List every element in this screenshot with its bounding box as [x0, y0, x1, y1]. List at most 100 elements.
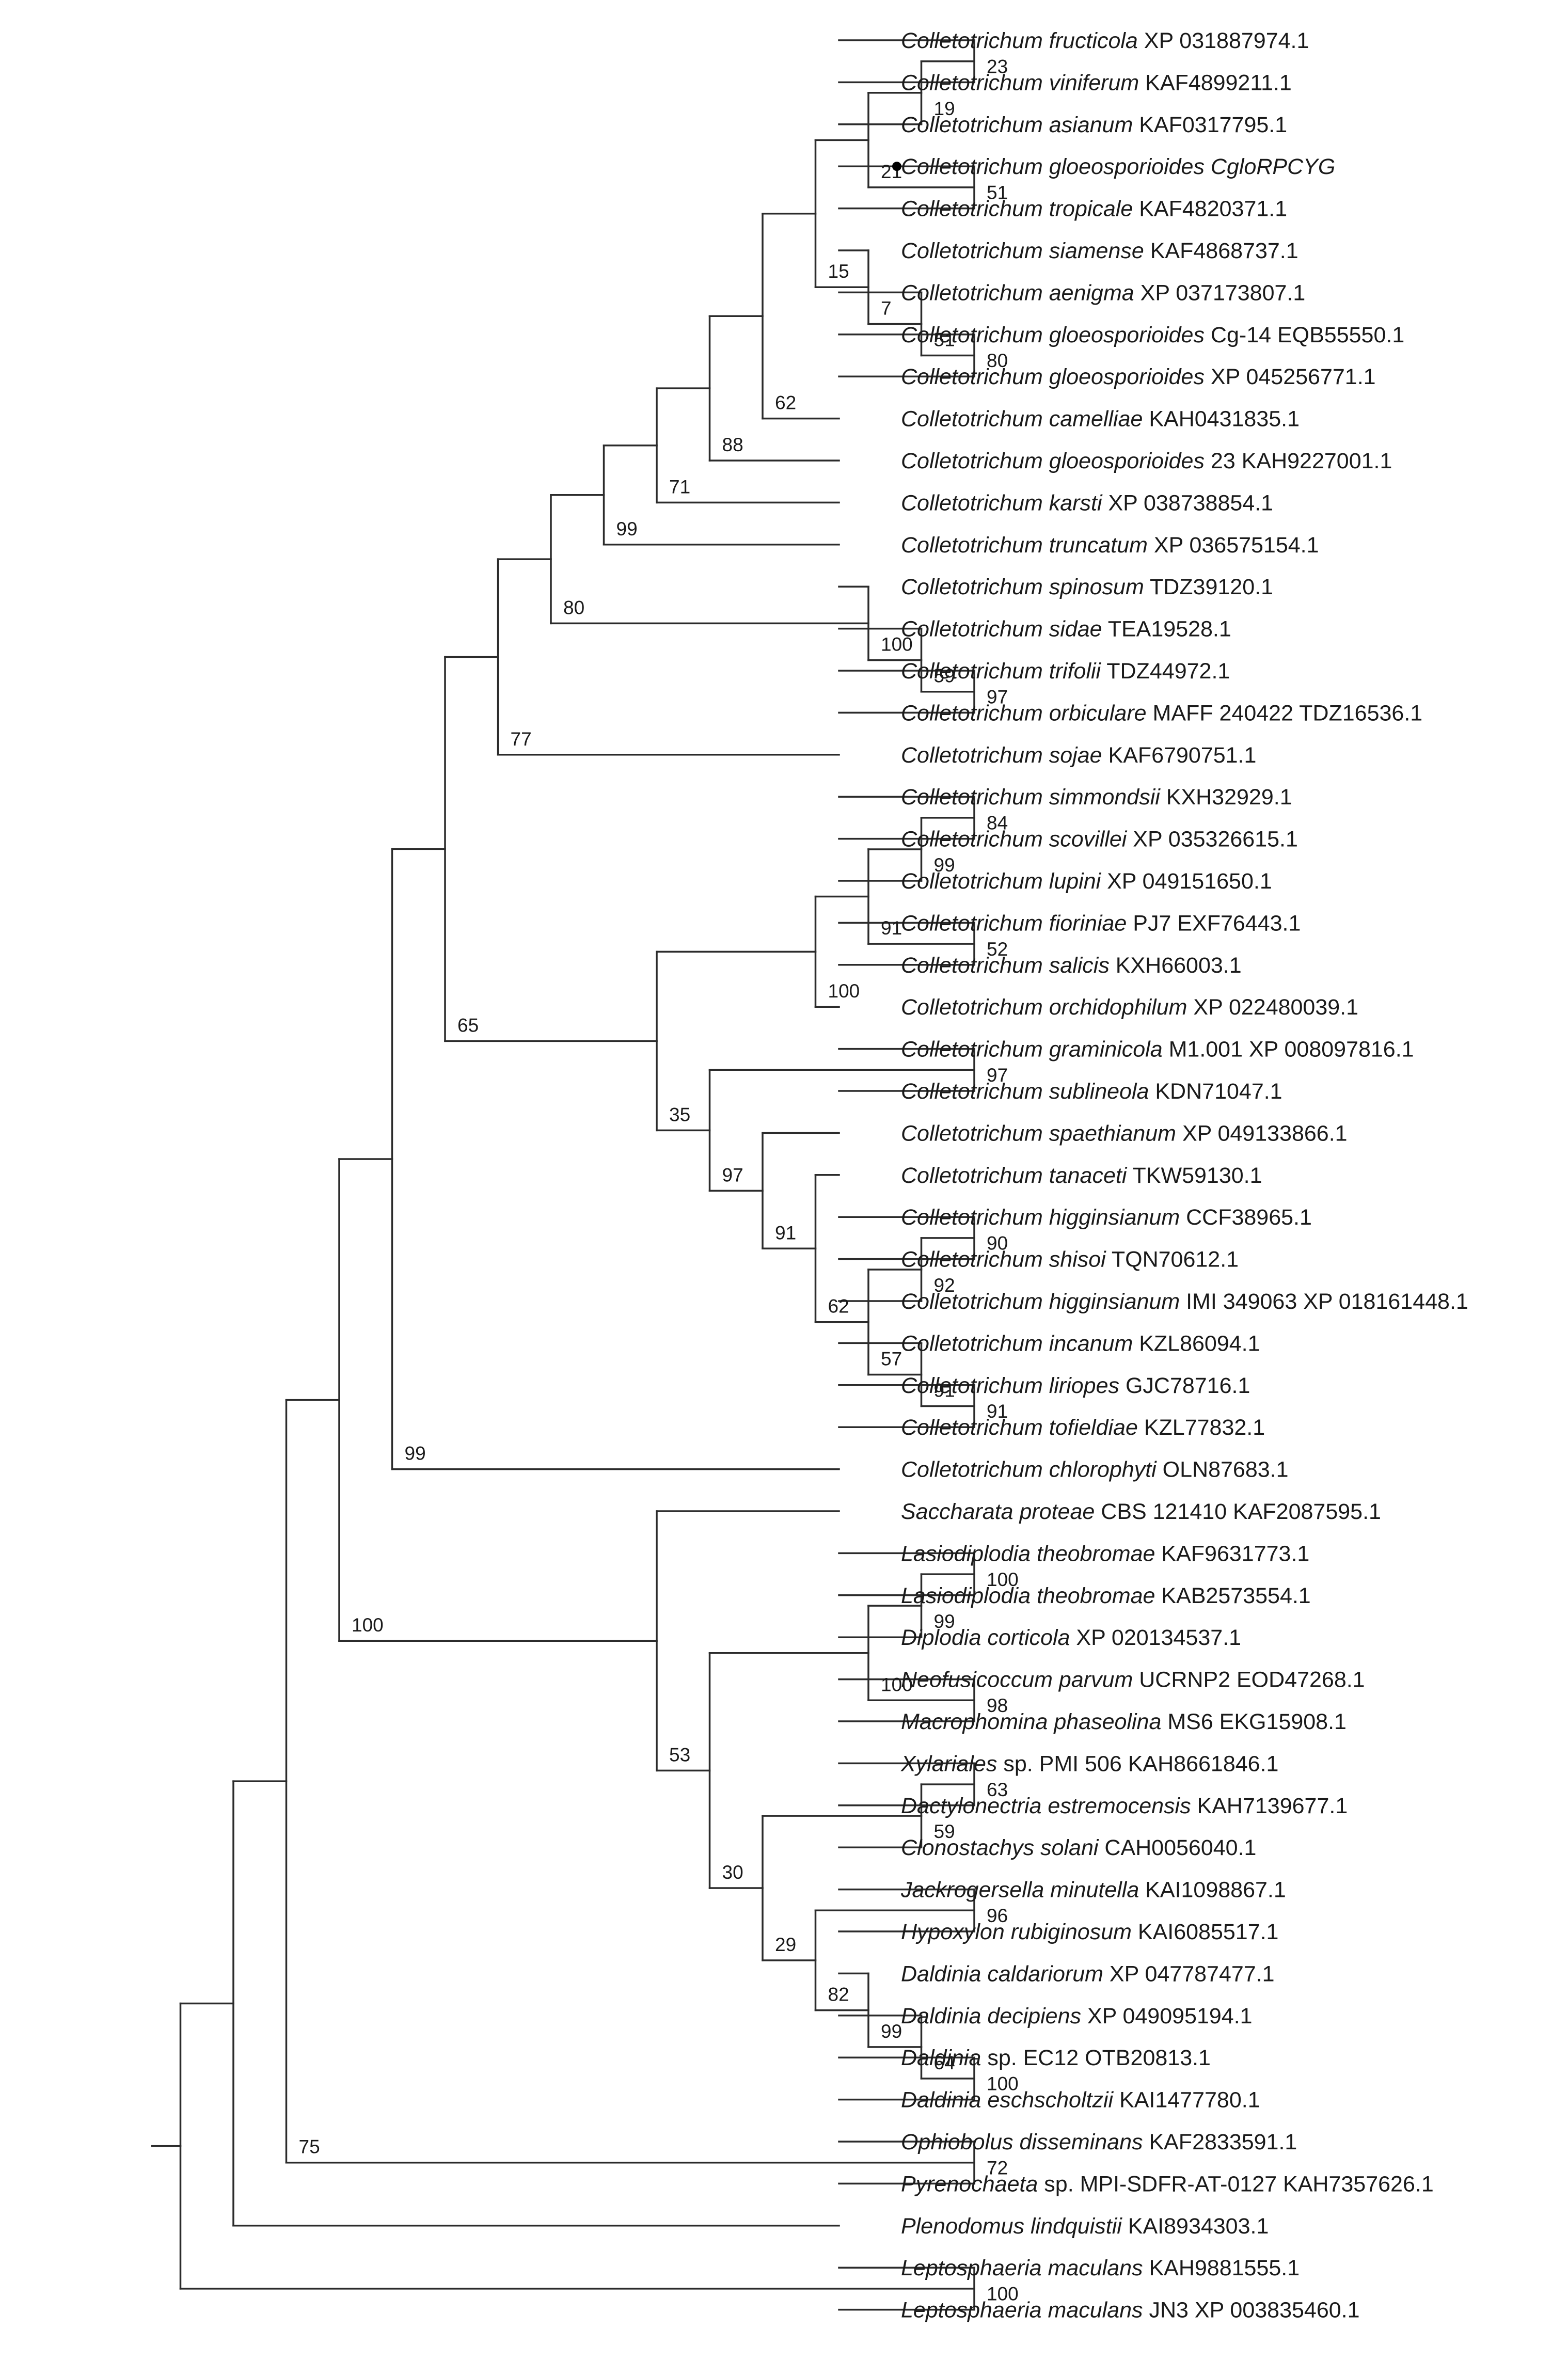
taxon-label: Daldinia decipiens XP 049095194.1 [901, 2004, 1253, 2029]
taxon-label: Colletotrichum tofieldiae KZL77832.1 [901, 1415, 1265, 1440]
taxon-label: Diplodia corticola XP 020134537.1 [901, 1625, 1241, 1650]
taxon-name: Colletotrichum tofieldiae [901, 1415, 1138, 1440]
taxon-name: Colletotrichum shisoi [901, 1247, 1106, 1272]
accession-number: KDN71047.1 [1149, 1079, 1282, 1104]
taxon-label: Colletotrichum liriopes GJC78716.1 [901, 1373, 1250, 1398]
accession-number: XP 047787477.1 [1103, 1961, 1275, 1986]
taxon-label: Colletotrichum tanaceti TKW59130.1 [901, 1163, 1262, 1188]
taxon-name: Plenodomus lindquistii [901, 2214, 1122, 2239]
bootstrap-value: 53 [669, 1744, 690, 1765]
taxon-label: Colletotrichum siamense KAF4868737.1 [901, 239, 1298, 263]
taxon-label: Colletotrichum gloeosporioides 23 KAH922… [901, 449, 1392, 473]
bootstrap-value: 59 [934, 665, 955, 687]
taxon-name: Lasiodiplodia theobromae [901, 1541, 1155, 1566]
taxon-label: Colletotrichum higginsianum IMI 349063 X… [901, 1289, 1468, 1314]
taxon-label: Colletotrichum chlorophyti OLN87683.1 [901, 1457, 1289, 1482]
bootstrap-value: 52 [987, 939, 1008, 960]
accession-number: KAF2833591.1 [1143, 2130, 1297, 2154]
taxon-label: Neofusicoccum parvum UCRNP2 EOD47268.1 [901, 1668, 1365, 1692]
accession-number: CCF38965.1 [1180, 1205, 1312, 1230]
taxon-label: Lasiodiplodia theobromae KAB2573554.1 [901, 1583, 1311, 1608]
bootstrap-value: 30 [722, 1862, 743, 1883]
tree-branches [151, 39, 975, 2311]
taxon-name: Jackrogersella minutella [900, 1878, 1139, 1903]
bootstrap-value: 77 [511, 728, 532, 750]
accession-number: KAF4899211.1 [1139, 70, 1292, 95]
accession-number: KAF0317795.1 [1133, 113, 1287, 137]
taxon-label: Colletotrichum simmondsii KXH32929.1 [901, 785, 1292, 810]
taxon-name: Ophiobolus disseminans [901, 2130, 1143, 2154]
taxon-name: Colletotrichum orchidophilum [901, 995, 1187, 1020]
taxon-name: Colletotrichum aenigma [901, 280, 1134, 305]
accession-number: KXH32929.1 [1160, 785, 1292, 810]
taxon-name: Colletotrichum trifolii [901, 659, 1102, 684]
taxon-name: Colletotrichum gloeosporioides [901, 323, 1205, 347]
taxon-name: Colletotrichum scovillei [901, 827, 1128, 852]
taxon-label: Daldinia caldariorum XP 047787477.1 [901, 1961, 1275, 1986]
bootstrap-value: 35 [669, 1104, 690, 1125]
taxon-name: Pyrenochaeta [901, 2172, 1038, 2196]
accession-number: KAI1477780.1 [1113, 2088, 1260, 2113]
taxon-name: Colletotrichum tanaceti [901, 1163, 1128, 1188]
taxon-label: Colletotrichum orchidophilum XP 02248003… [901, 995, 1358, 1020]
taxon-name: Colletotrichum fructicola [901, 28, 1138, 53]
taxon-label: Colletotrichum karsti XP 038738854.1 [901, 490, 1273, 515]
bootstrap-value: 100 [828, 980, 860, 1002]
accession-number: KAF6790751.1 [1102, 743, 1257, 768]
taxon-labels: Colletotrichum fructicola XP 031887974.1… [892, 28, 1468, 2323]
accession-number: M1.001 XP 008097816.1 [1163, 1037, 1414, 1062]
taxon-name: Colletotrichum sidae [901, 617, 1102, 642]
taxon-label: Colletotrichum spaethianum XP 049133866.… [901, 1121, 1348, 1146]
bootstrap-value: 99 [405, 1443, 426, 1464]
highlight-dot-icon [892, 162, 901, 171]
bootstrap-value: 75 [299, 2136, 320, 2158]
accession-number: sp. MPI-SDFR-AT-0127 KAH7357626.1 [1038, 2172, 1433, 2196]
accession-number: KAF9631773.1 [1155, 1541, 1309, 1566]
taxon-label: Colletotrichum fioriniae PJ7 EXF76443.1 [901, 911, 1301, 936]
bootstrap-value: 100 [881, 634, 913, 655]
taxon-name: Leptosphaeria maculans [901, 2298, 1143, 2323]
accession-number: TDZ39120.1 [1144, 575, 1273, 599]
taxon-name: Colletotrichum gloeosporioides [901, 449, 1205, 473]
taxon-label: Colletotrichum gloeosporioides XP 045256… [901, 365, 1376, 389]
bootstrap-value: 99 [616, 518, 638, 540]
taxon-name: Colletotrichum gloeosporioides [901, 365, 1205, 389]
bootstrap-value: 98 [987, 1695, 1008, 1716]
taxon-label: Colletotrichum scovillei XP 035326615.1 [901, 827, 1298, 852]
taxon-name: Colletotrichum viniferum [901, 70, 1139, 95]
taxon-label: Colletotrichum gloeosporioides Cg-14 EQB… [901, 323, 1404, 347]
taxon-label: Colletotrichum viniferum KAF4899211.1 [901, 70, 1292, 95]
bootstrap-value: 29 [775, 1934, 796, 1955]
taxon-label: Colletotrichum salicis KXH66003.1 [901, 953, 1242, 978]
accession-number: GJC78716.1 [1119, 1373, 1250, 1398]
accession-number: XP 049151650.1 [1101, 869, 1272, 894]
bootstrap-value: 91 [881, 917, 902, 939]
taxon-name: Colletotrichum spinosum [901, 575, 1144, 599]
bootstrap-value: 100 [881, 1674, 913, 1695]
accession-number: KAH0431835.1 [1143, 407, 1300, 432]
taxon-name: Diplodia corticola [901, 1625, 1070, 1650]
bootstrap-value: 100 [987, 2073, 1019, 2095]
taxon-label: Hypoxylon rubiginosum KAI6085517.1 [901, 1920, 1278, 1944]
bootstrap-value: 57 [881, 1348, 902, 1369]
taxon-name: Daldinia [901, 2046, 981, 2070]
accession-number: TEA19528.1 [1102, 617, 1231, 642]
taxon-label: Colletotrichum fructicola XP 031887974.1 [901, 28, 1309, 53]
taxon-name: Leptosphaeria maculans [901, 2256, 1143, 2280]
taxon-name: Colletotrichum orbiculare [901, 701, 1147, 725]
taxon-name: Colletotrichum liriopes [901, 1373, 1119, 1398]
accession-number: KXH66003.1 [1110, 953, 1242, 978]
accession-number: KZL86094.1 [1133, 1331, 1260, 1356]
taxon-label: Saccharata proteae CBS 121410 KAF2087595… [901, 1499, 1381, 1524]
taxon-label: Colletotrichum orbiculare MAFF 240422 TD… [901, 701, 1422, 725]
accession-number: KAB2573554.1 [1155, 1583, 1310, 1608]
taxon-label: Colletotrichum shisoi TQN70612.1 [901, 1247, 1239, 1272]
taxon-label: Leptosphaeria maculans JN3 XP 003835460.… [901, 2298, 1360, 2323]
taxon-name: Macrophomina phaseolina [901, 1709, 1161, 1734]
bootstrap-value: 97 [987, 1065, 1008, 1086]
taxon-name: Colletotrichum chlorophyti [901, 1457, 1157, 1482]
bootstrap-value: 96 [987, 1905, 1008, 1926]
accession-number: XP 022480039.1 [1187, 995, 1358, 1020]
accession-number: JN3 XP 003835460.1 [1143, 2298, 1360, 2323]
accession-number: KAH7139677.1 [1191, 1794, 1348, 1818]
